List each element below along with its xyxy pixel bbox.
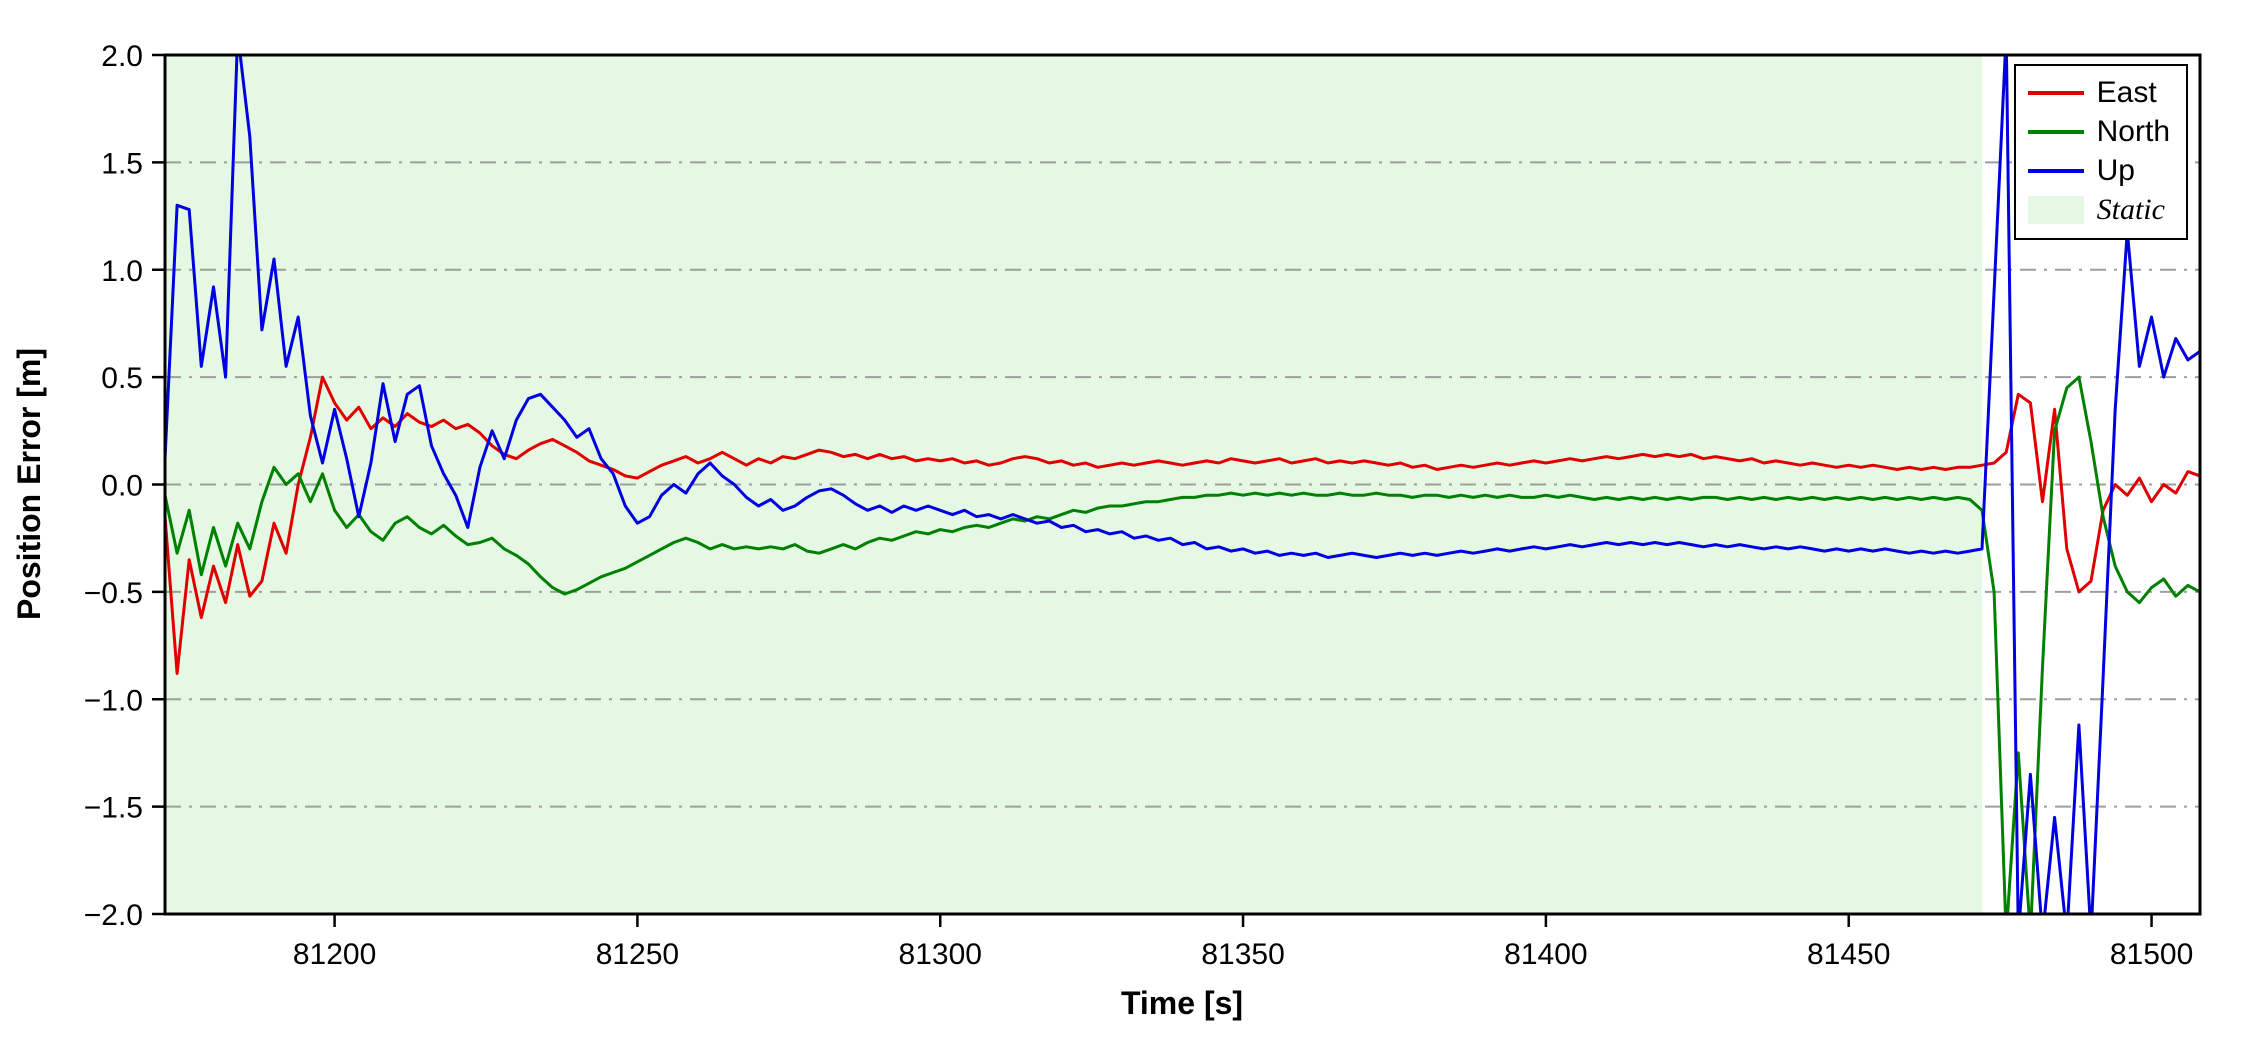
y-axis-label: Position Error [m]: [11, 348, 47, 620]
y-tick-label: 2.0: [101, 40, 143, 73]
legend: East North Up Static: [2013, 64, 2188, 240]
x-axis-label: Time [s]: [1121, 985, 1243, 1021]
x-tick-label: 81250: [596, 938, 679, 971]
x-tick-label: 81400: [1504, 938, 1587, 971]
legend-entry-east: East: [2027, 74, 2170, 111]
y-tick-label: −0.5: [84, 577, 143, 610]
x-tick-label: 81200: [293, 938, 376, 971]
legend-label-north: North: [2096, 114, 2170, 148]
series-north-line: [165, 375, 2200, 914]
up-line-swatch: [2027, 168, 2084, 173]
legend-label-up: Up: [2096, 153, 2135, 187]
east-line-swatch: [2027, 90, 2084, 95]
x-tick-label: 81350: [1201, 938, 1284, 971]
y-tick-label: −1.5: [84, 792, 143, 825]
legend-entry-north: North: [2027, 113, 2170, 150]
y-tick-label: 0.5: [101, 362, 143, 395]
legend-label-static: Static: [2096, 192, 2165, 226]
x-tick-label: 81300: [899, 938, 982, 971]
y-tick-label: −2.0: [84, 899, 143, 932]
y-tick-label: 1.5: [101, 147, 143, 180]
legend-entry-up: Up: [2027, 152, 2170, 189]
x-tick-label: 81450: [1807, 938, 1890, 971]
x-tick-label: 81500: [2110, 938, 2193, 971]
legend-entry-static: Static: [2027, 191, 2170, 228]
y-tick-label: 0.0: [101, 470, 143, 503]
series-up-line: [165, 55, 2200, 914]
static-patch-swatch: [2027, 195, 2084, 224]
y-tick-label: −1.0: [84, 684, 143, 717]
legend-label-east: East: [2096, 75, 2157, 109]
north-line-swatch: [2027, 129, 2084, 134]
y-tick-label: 1.0: [101, 255, 143, 288]
